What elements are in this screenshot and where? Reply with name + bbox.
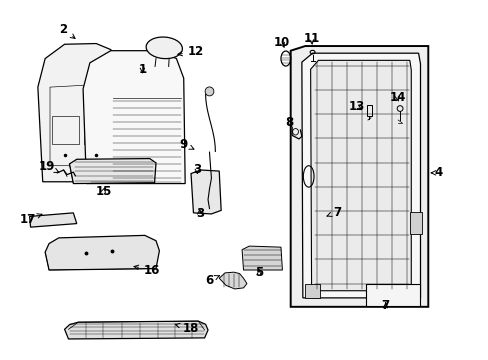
Polygon shape	[83, 51, 185, 184]
Polygon shape	[310, 60, 410, 291]
Polygon shape	[242, 246, 282, 270]
Text: 6: 6	[205, 274, 219, 287]
Text: 8: 8	[285, 116, 293, 129]
Text: 17: 17	[20, 213, 42, 226]
Text: 10: 10	[273, 36, 289, 49]
Text: 7: 7	[326, 206, 340, 219]
Polygon shape	[191, 170, 221, 214]
Bar	[409, 212, 421, 234]
Text: 3: 3	[193, 163, 201, 176]
Text: 15: 15	[95, 185, 111, 198]
Ellipse shape	[146, 37, 182, 59]
Text: 5: 5	[254, 266, 263, 279]
Text: 7: 7	[381, 299, 389, 312]
Polygon shape	[45, 235, 159, 270]
Bar	[84, 116, 111, 144]
Polygon shape	[38, 44, 122, 182]
Polygon shape	[69, 158, 156, 184]
Text: 13: 13	[347, 100, 364, 113]
Text: 4: 4	[430, 166, 442, 179]
Polygon shape	[64, 321, 207, 339]
Polygon shape	[30, 213, 77, 227]
Text: 3: 3	[195, 207, 203, 220]
Text: 18: 18	[175, 322, 199, 335]
Text: 9: 9	[179, 138, 194, 151]
Text: 12: 12	[178, 45, 203, 58]
Text: 1: 1	[138, 63, 146, 76]
Polygon shape	[290, 46, 427, 307]
Text: 2: 2	[60, 23, 75, 39]
Polygon shape	[219, 272, 246, 289]
Ellipse shape	[204, 87, 213, 96]
Bar	[305, 284, 319, 298]
Bar	[52, 116, 79, 144]
Bar	[366, 105, 371, 116]
Bar	[366, 284, 419, 306]
Text: 19: 19	[39, 160, 59, 173]
Text: 16: 16	[134, 264, 160, 276]
Text: 14: 14	[388, 91, 405, 104]
Text: 11: 11	[303, 32, 319, 45]
Polygon shape	[301, 53, 420, 298]
